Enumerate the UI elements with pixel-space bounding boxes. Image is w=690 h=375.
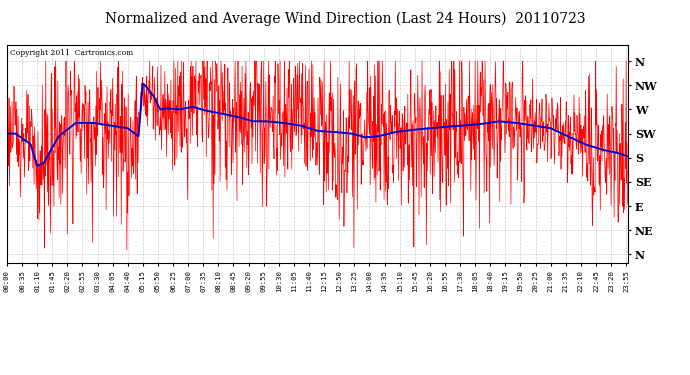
Text: Normalized and Average Wind Direction (Last 24 Hours)  20110723: Normalized and Average Wind Direction (L… [105,11,585,26]
Text: Copyright 2011  Cartronics.com: Copyright 2011 Cartronics.com [10,50,133,57]
